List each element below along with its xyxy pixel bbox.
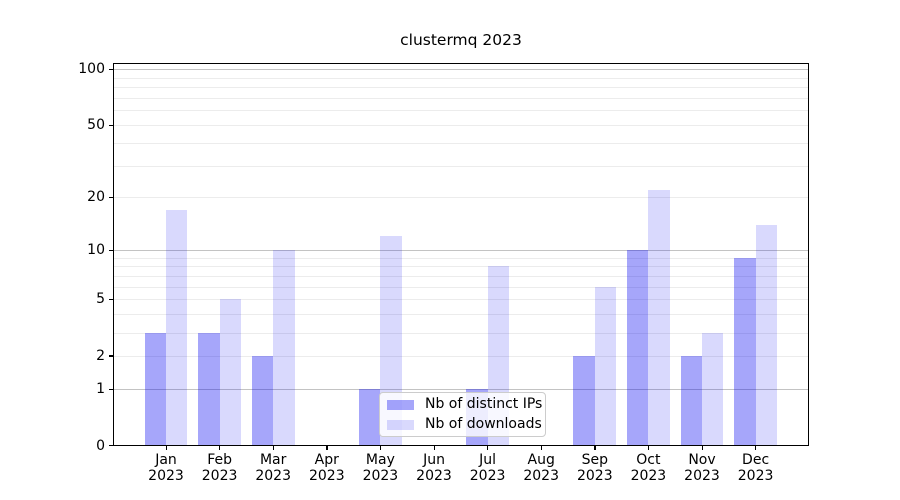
y-tick-mark-1: [109, 388, 113, 390]
x-tick-label-aug: Aug 2023: [523, 452, 559, 484]
x-tick-mark-apr: [326, 446, 328, 450]
legend-swatch-distinct-ips: [387, 399, 414, 410]
gridline-minor-2: [114, 355, 808, 357]
x-tick-label-oct: Oct 2023: [630, 452, 667, 484]
gridline-minor-30: [114, 165, 808, 167]
x-tick-mark-sep: [594, 446, 596, 450]
bar-distinct-ips-feb: [198, 332, 220, 445]
bar-distinct-ips-dec: [734, 257, 756, 445]
y-tick-label-0: 0: [96, 437, 105, 454]
y-tick-label-10: 10: [87, 242, 105, 259]
x-tick-label-feb: Feb 2023: [201, 452, 238, 484]
y-tick-mark-10: [109, 249, 113, 251]
gridline-major-10: [114, 250, 808, 252]
gridline-minor-7: [114, 276, 808, 278]
bar-distinct-ips-jan: [144, 332, 166, 445]
bar-distinct-ips-mar: [251, 355, 274, 445]
bar-distinct-ips-oct: [627, 250, 649, 445]
plot-area: [113, 63, 809, 446]
x-tick-mark-jun: [433, 446, 435, 450]
x-tick-label-sep: Sep 2023: [576, 452, 613, 484]
x-tick-label-nov: Nov 2023: [684, 452, 720, 484]
y-tick-mark-2: [109, 355, 113, 357]
x-tick-mark-aug: [540, 446, 543, 450]
legend: Nb of distinct IPs Nb of downloads: [379, 392, 546, 437]
y-tick-label-2: 2: [96, 347, 105, 364]
gridline-minor-5: [114, 299, 808, 301]
x-tick-mark-feb: [219, 446, 221, 450]
legend-row-downloads: Nb of downloads: [387, 416, 542, 433]
gridline-major-100: [114, 69, 808, 71]
x-tick-mark-may: [379, 446, 382, 450]
y-tick-label-1: 1: [96, 381, 105, 397]
y-tick-label-20: 20: [87, 189, 105, 206]
bar-downloads-mar: [273, 250, 295, 445]
y-tick-mark-50: [109, 124, 113, 126]
gridline-minor-70: [114, 98, 808, 100]
x-tick-label-mar: Mar 2023: [255, 452, 291, 484]
y-tick-label-50: 50: [87, 117, 105, 134]
legend-label-distinct-ips: Nb of distinct IPs: [425, 396, 543, 412]
gridline-minor-8: [114, 266, 808, 268]
legend-row-distinct-ips: Nb of distinct IPs: [387, 396, 542, 413]
x-tick-mark-jul: [487, 446, 489, 450]
x-tick-label-jun: Jun 2023: [416, 452, 452, 484]
bar-downloads-nov: [702, 332, 724, 445]
x-tick-mark-jan: [165, 446, 167, 450]
bar-downloads-sep: [594, 286, 617, 445]
y-tick-label-5: 5: [96, 291, 105, 308]
x-tick-label-apr: Apr 2023: [308, 452, 345, 484]
bar-downloads-jan: [166, 209, 188, 445]
chart-title: clustermq 2023: [400, 31, 522, 49]
y-tick-mark-0: [109, 445, 113, 447]
bar-distinct-ips-nov: [680, 355, 702, 445]
gridline-minor-3: [114, 332, 808, 334]
bar-downloads-dec: [755, 224, 777, 445]
legend-swatch-downloads: [387, 419, 414, 430]
x-tick-mark-nov: [701, 446, 703, 450]
gridline-minor-40: [114, 142, 808, 144]
x-tick-label-jul: Jul 2023: [469, 452, 506, 484]
bar-distinct-ips-sep: [573, 355, 595, 445]
gridline-minor-6: [114, 286, 808, 288]
gridline-minor-60: [114, 110, 808, 112]
y-tick-mark-20: [109, 196, 113, 199]
legend-label-downloads: Nb of downloads: [425, 416, 542, 432]
gridline-minor-80: [114, 87, 808, 89]
gridline-minor-4: [114, 314, 808, 316]
x-tick-mark-dec: [755, 446, 757, 450]
x-tick-label-jan: Jan 2023: [148, 452, 184, 484]
gridline-minor-9: [114, 257, 808, 259]
bar-downloads-feb: [219, 299, 241, 445]
y-tick-mark-5: [109, 298, 113, 301]
bar-distinct-ips-may: [359, 389, 381, 445]
y-tick-label-100: 100: [78, 61, 105, 78]
x-tick-label-may: May 2023: [362, 452, 399, 484]
gridline-minor-90: [114, 77, 808, 79]
x-tick-label-dec: Dec 2023: [737, 452, 774, 484]
y-tick-mark-100: [109, 68, 113, 71]
gridline-major-1: [114, 389, 808, 390]
x-tick-mark-oct: [647, 446, 650, 450]
gridline-minor-20: [114, 197, 808, 199]
gridline-minor-50: [114, 125, 808, 127]
x-tick-mark-mar: [272, 446, 275, 450]
bar-downloads-oct: [648, 189, 670, 445]
